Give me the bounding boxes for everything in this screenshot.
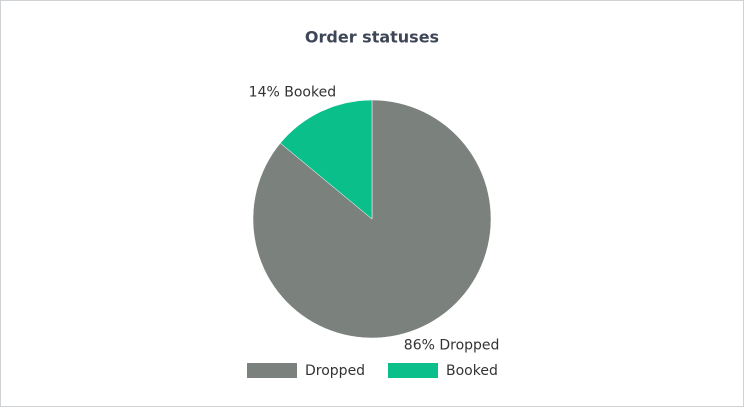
legend-swatch (388, 363, 438, 378)
pie-slice (279, 99, 373, 220)
data-label: 86% Dropped (404, 338, 500, 354)
data-label: 14% Booked (249, 84, 336, 100)
legend-label: Booked (446, 363, 498, 379)
legend-swatch (247, 363, 297, 378)
legend-label: Dropped (305, 363, 365, 379)
chart-title: Order statuses (305, 28, 439, 47)
